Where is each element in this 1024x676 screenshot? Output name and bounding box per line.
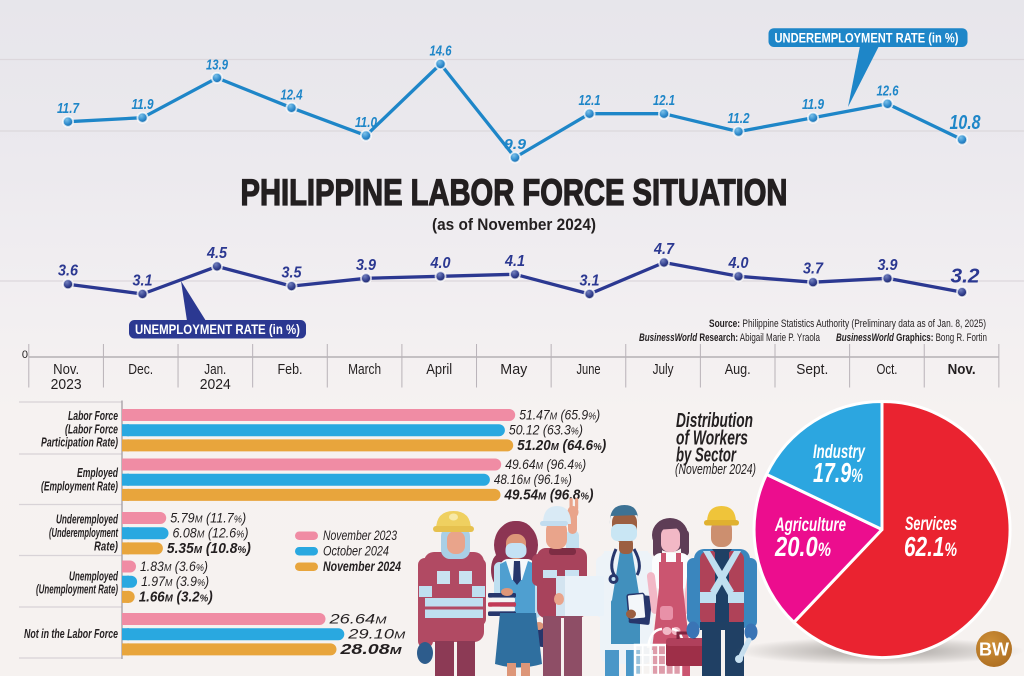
svg-text:(Underemployment: (Underemployment [49, 525, 118, 540]
svg-text:Unemployed: Unemployed [69, 569, 119, 584]
svg-text:Services: Services [905, 514, 957, 535]
svg-text:Sept.: Sept. [796, 361, 828, 378]
svg-text:12.1: 12.1 [653, 92, 675, 109]
svg-text:of Workers: of Workers [676, 427, 748, 449]
svg-text:12.4: 12.4 [281, 86, 303, 103]
svg-text:49.64M (96.4%): 49.64M (96.4%) [505, 457, 586, 472]
svg-text:Rate): Rate) [94, 538, 118, 553]
svg-text:12.1: 12.1 [579, 92, 601, 109]
svg-text:1.83M (3.6%): 1.83M (3.6%) [140, 559, 208, 574]
svg-text:BusinessWorld Research: Abigai: BusinessWorld Research: Abigail Marie P.… [639, 332, 821, 344]
svg-text:3.1: 3.1 [580, 273, 600, 290]
svg-text:3.6: 3.6 [58, 263, 78, 280]
svg-text:Nov.: Nov. [948, 361, 976, 378]
svg-text:UNEMPLOYMENT RATE (in %): UNEMPLOYMENT RATE (in %) [135, 322, 300, 337]
svg-text:Not in the Labor Force: Not in the Labor Force [24, 626, 118, 641]
svg-text:(Employment Rate): (Employment Rate) [41, 478, 118, 493]
svg-text:9.9: 9.9 [504, 136, 527, 153]
svg-text:Industry: Industry [813, 442, 866, 463]
svg-text:11.0: 11.0 [355, 114, 378, 131]
svg-text:July: July [653, 361, 674, 378]
svg-text:50.12 (63.3%): 50.12 (63.3%) [509, 423, 583, 438]
svg-text:Aug.: Aug. [725, 361, 751, 378]
svg-text:Source: Philippine Statistics: Source: Philippine Statistics Authority … [709, 318, 986, 330]
svg-text:10.8: 10.8 [950, 111, 981, 134]
svg-text:Agriculture: Agriculture [774, 515, 846, 536]
svg-text:51.20M (64.6%): 51.20M (64.6%) [517, 438, 606, 454]
svg-text:Employed: Employed [77, 465, 119, 480]
svg-text:11.7: 11.7 [57, 100, 80, 117]
svg-text:Dec.: Dec. [128, 361, 153, 378]
svg-text:(November 2024): (November 2024) [675, 462, 756, 478]
svg-text:4.7: 4.7 [653, 241, 675, 258]
svg-text:2024: 2024 [200, 376, 231, 393]
svg-text:29.10M: 29.10 M [347, 627, 406, 642]
svg-text:14.6: 14.6 [430, 43, 452, 60]
svg-text:1.66M (3.2%): 1.66M (3.2%) [139, 589, 213, 605]
svg-text:(as of November 2024): (as of November 2024) [432, 216, 596, 234]
svg-text:Distribution: Distribution [676, 410, 753, 432]
svg-text:12.6: 12.6 [877, 82, 899, 99]
svg-text:Underemployed: Underemployed [56, 512, 119, 527]
svg-text:3.5: 3.5 [282, 265, 302, 282]
svg-text:November 2023: November 2023 [323, 528, 397, 543]
svg-text:6.08M (12.6%): 6.08M (12.6%) [173, 526, 249, 541]
svg-text:November 2024: November 2024 [323, 559, 401, 574]
svg-text:4.1: 4.1 [504, 253, 525, 270]
svg-text:2023: 2023 [51, 376, 82, 393]
svg-text:Oct.: Oct. [877, 361, 898, 378]
svg-text:11.2: 11.2 [728, 110, 751, 127]
svg-text:3.2: 3.2 [951, 265, 981, 288]
svg-text:11.9: 11.9 [802, 96, 825, 113]
svg-text:5.79M (11.7%): 5.79M (11.7%) [170, 511, 246, 526]
svg-text:0: 0 [22, 349, 28, 361]
svg-text:3.1: 3.1 [133, 273, 153, 290]
svg-text:3.9: 3.9 [878, 257, 898, 274]
svg-text:28.08M: 28.08 M [339, 642, 402, 658]
svg-text:March: March [348, 361, 381, 378]
svg-text:April: April [426, 361, 452, 378]
svg-text:3.9: 3.9 [356, 257, 376, 274]
svg-text:51.47M (65.9%): 51.47M (65.9%) [519, 408, 600, 423]
svg-text:Feb.: Feb. [278, 361, 303, 378]
svg-text:BusinessWorld Graphics: Bong R: BusinessWorld Graphics: Bong R. Fortin [836, 332, 987, 344]
svg-text:5.35M (10.8%): 5.35M (10.8%) [167, 541, 251, 557]
svg-text:Nov.: Nov. [53, 361, 79, 378]
svg-text:1.97M (3.9%): 1.97M (3.9%) [141, 574, 209, 589]
svg-text:11.9: 11.9 [132, 96, 155, 113]
svg-text:October 2024: October 2024 [323, 544, 389, 559]
svg-text:(Unemployment Rate): (Unemployment Rate) [36, 582, 118, 597]
svg-text:4.5: 4.5 [206, 245, 227, 262]
svg-text:Participation Rate): Participation Rate) [41, 435, 118, 450]
svg-text:48.16M (96.1%): 48.16M (96.1%) [494, 472, 572, 487]
svg-text:June: June [577, 361, 601, 378]
svg-text:by Sector: by Sector [676, 444, 737, 466]
svg-text:Jan.: Jan. [204, 361, 226, 378]
svg-text:Labor Force: Labor Force [68, 408, 118, 423]
svg-text:4.0: 4.0 [430, 255, 451, 272]
svg-text:13.9: 13.9 [206, 56, 228, 73]
svg-text:PHILIPPINE LABOR FORCE SITUATI: PHILIPPINE LABOR FORCE SITUATION [241, 172, 788, 213]
svg-text:3.7: 3.7 [803, 261, 824, 278]
svg-text:BW: BW [979, 640, 1009, 660]
svg-text:26.64M: 26.64 M [328, 612, 387, 627]
svg-text:49.54M (96.8%): 49.54M (96.8%) [504, 487, 594, 503]
svg-text:May: May [500, 361, 527, 378]
svg-text:UNDEREMPLOYMENT RATE (in %): UNDEREMPLOYMENT RATE (in %) [775, 31, 959, 46]
svg-text:4.0: 4.0 [728, 255, 749, 272]
svg-text:(Labor Force: (Labor Force [65, 421, 118, 436]
